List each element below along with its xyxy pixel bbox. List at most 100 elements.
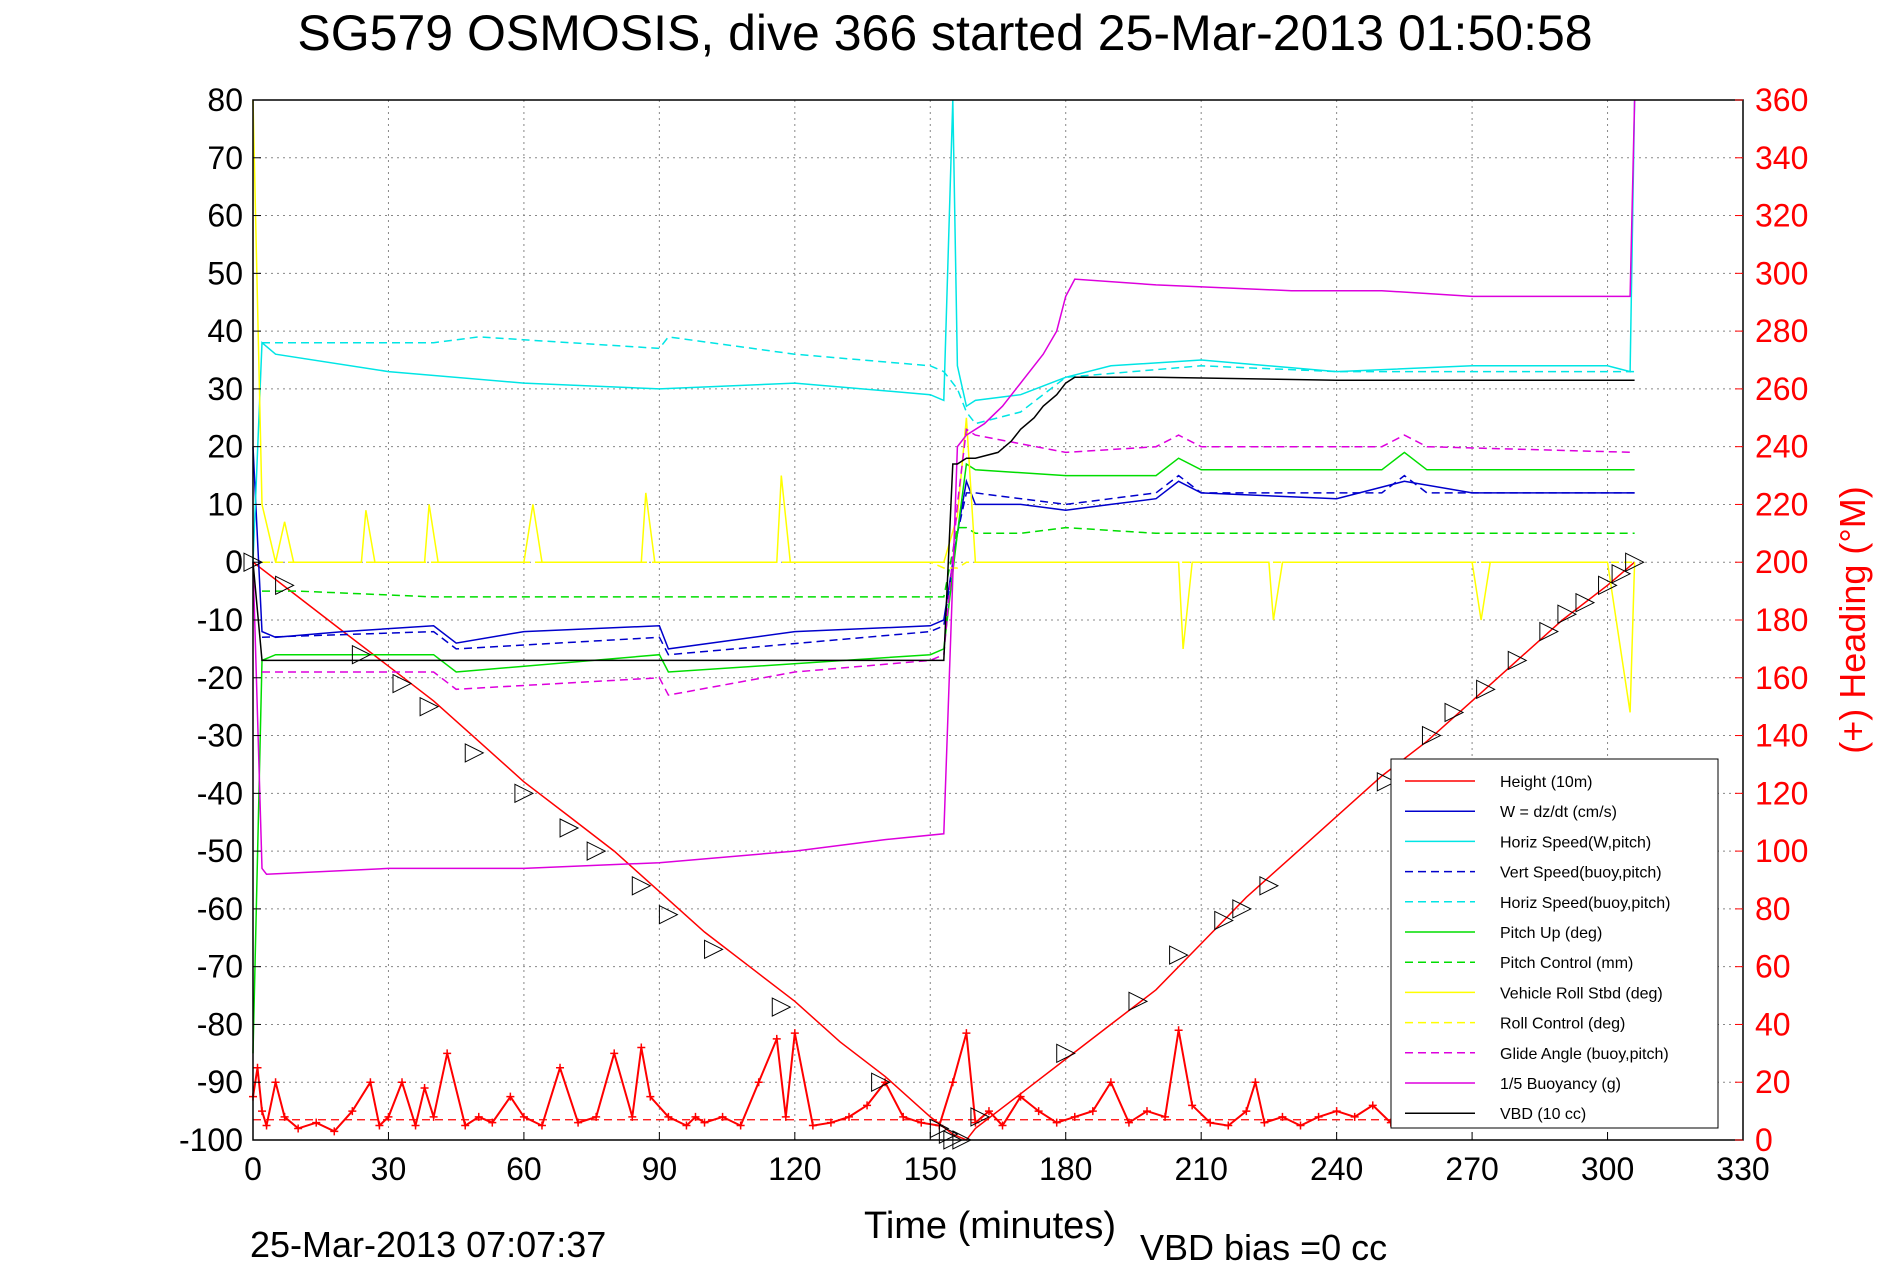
x-tick-label: 270	[1445, 1151, 1498, 1187]
left-tick-label: 0	[225, 544, 243, 580]
heading-point	[348, 1107, 357, 1116]
left-tick-label: 80	[207, 82, 243, 118]
right-tick-label: 40	[1755, 1006, 1791, 1042]
series-layer	[252, 99, 1636, 1141]
right-tick-label: 360	[1755, 82, 1808, 118]
x-tick-label: 210	[1174, 1151, 1227, 1187]
dive-marker	[392, 673, 413, 694]
dive-marker	[1476, 679, 1496, 700]
dive-marker	[1169, 945, 1189, 965]
right-tick-label: 340	[1755, 140, 1808, 176]
heading-point	[962, 1029, 971, 1038]
heading-point	[556, 1063, 565, 1072]
heading-point	[1332, 1107, 1341, 1116]
heading-point	[1034, 1107, 1043, 1116]
dive-marker	[658, 904, 679, 925]
dive-marker	[771, 997, 792, 1017]
heading-point	[312, 1118, 321, 1127]
series-line-1	[252, 446, 1635, 650]
heading-point	[420, 1084, 429, 1092]
dive-marker	[970, 1107, 991, 1127]
dive-marker	[871, 1072, 891, 1093]
left-tick-label: 20	[207, 429, 243, 465]
dive-marker	[1611, 563, 1632, 584]
dive-marker	[514, 783, 535, 804]
right-axis-label: (+) Heading (°M)	[1832, 486, 1873, 753]
heading-point	[754, 1078, 763, 1087]
heading-point	[1206, 1118, 1215, 1127]
dive-marker	[631, 875, 652, 896]
dive-marker	[1625, 552, 1645, 573]
heading-point	[398, 1078, 406, 1087]
heading-point	[781, 1112, 790, 1121]
heading-point	[1143, 1107, 1151, 1116]
heading-point	[443, 1049, 452, 1058]
dive-marker	[1444, 702, 1465, 723]
right-tick-label: 140	[1755, 718, 1808, 754]
heading-point	[429, 1112, 438, 1121]
right-tick-label: 200	[1755, 544, 1808, 580]
dive-marker	[1128, 991, 1149, 1012]
heading-point	[948, 1078, 957, 1087]
heading-point	[519, 1112, 528, 1121]
right-tick-label: 220	[1755, 486, 1808, 522]
heading-point	[1188, 1101, 1197, 1110]
left-axis-ticks: 80 70 60 50 40 30 20 10 0 -10 -20 -30 -40 -50 -60 -70 -8…	[179, 82, 261, 1158]
legend-label: Vert Speed(buoy,pitch)	[1500, 865, 1662, 882]
left-tick-label: -100	[179, 1122, 243, 1158]
right-axis-ticks: 3603403203002802602402202001801601401201…	[1735, 82, 1808, 1158]
heading-point	[646, 1092, 655, 1101]
legend-label: W = dz/dt (cm/s)	[1500, 804, 1617, 821]
right-tick-label: 280	[1755, 313, 1808, 349]
heading-point	[700, 1118, 709, 1127]
heading-point	[366, 1078, 375, 1087]
left-tick-label: -10	[197, 602, 243, 638]
legend: Height (10m) W = dz/dt (cm/s) Horiz Speed(…	[1390, 758, 1719, 1129]
right-tick-label: 100	[1755, 833, 1808, 869]
dive-marker	[1259, 875, 1280, 896]
heading-point	[375, 1121, 384, 1130]
heading-point	[537, 1121, 546, 1130]
series-line-8	[262, 561, 1635, 569]
heading-point	[1174, 1026, 1183, 1035]
heading-point	[330, 1127, 339, 1136]
dive-marker	[704, 939, 724, 960]
x-tick-label: 300	[1581, 1151, 1634, 1187]
legend-label: Pitch Up (deg)	[1500, 925, 1602, 942]
left-tick-label: 50	[207, 255, 243, 291]
heading-point	[1368, 1101, 1377, 1110]
x-tick-label: 0	[244, 1151, 262, 1187]
left-tick-label: -50	[197, 833, 243, 869]
dive-markers	[243, 552, 1645, 1150]
left-tick-label: -20	[197, 660, 243, 696]
heading-point	[984, 1107, 993, 1116]
right-tick-label: 240	[1755, 429, 1808, 465]
heading-point	[637, 1043, 646, 1052]
right-tick-label: 160	[1755, 660, 1808, 696]
dive-marker	[559, 818, 580, 838]
x-tick-label: 60	[506, 1151, 542, 1187]
x-tick-label: 150	[904, 1151, 957, 1187]
right-tick-label: 120	[1755, 775, 1808, 811]
dive-marker	[1421, 725, 1442, 746]
heading-point	[772, 1034, 781, 1043]
heading-point	[506, 1092, 515, 1101]
dive-marker	[1557, 604, 1578, 625]
right-tick-label: 60	[1755, 949, 1791, 985]
right-tick-label: 320	[1755, 198, 1808, 234]
series-line-6	[262, 526, 1635, 598]
heading-point	[1314, 1112, 1323, 1121]
heading-point	[610, 1049, 619, 1058]
heading-point	[461, 1121, 470, 1130]
heading-point	[808, 1121, 817, 1130]
x-tick-label: 90	[642, 1151, 678, 1187]
chart-title: SG579 OSMOSIS, dive 366 started 25-Mar-2…	[297, 5, 1592, 61]
timestamp-label: 25-Mar-2013 07:07:37	[250, 1224, 606, 1262]
dive-marker	[351, 644, 372, 665]
heading-point	[1260, 1118, 1269, 1127]
heading-point	[258, 1107, 267, 1116]
series-line-11	[252, 376, 1635, 662]
left-tick-label: 60	[207, 198, 243, 234]
x-tick-label: 330	[1716, 1151, 1769, 1187]
legend-label: Horiz Speed(buoy,pitch)	[1500, 895, 1670, 912]
